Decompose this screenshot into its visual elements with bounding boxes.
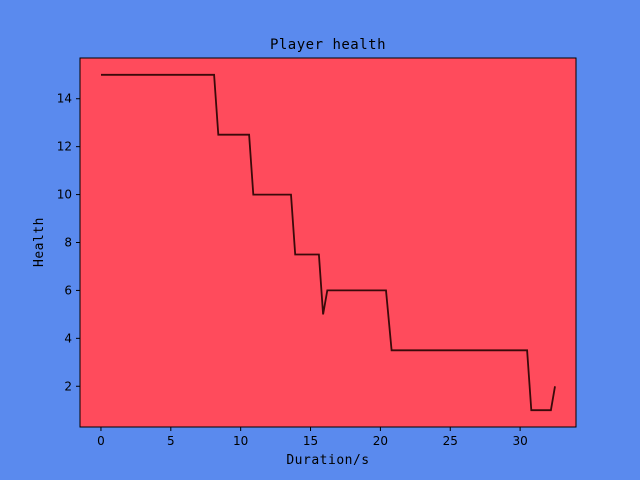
x-tick-label: 5 bbox=[167, 434, 175, 448]
x-tick-label: 20 bbox=[373, 434, 388, 448]
plot-area bbox=[80, 58, 576, 427]
x-tick-label: 25 bbox=[443, 434, 458, 448]
y-tick-label: 4 bbox=[64, 331, 72, 345]
y-tick-label: 10 bbox=[57, 188, 72, 202]
y-tick-label: 2 bbox=[64, 379, 72, 393]
y-axis-label: Health bbox=[32, 217, 47, 267]
chart-title: Player health bbox=[270, 37, 386, 53]
plot-frame bbox=[79, 57, 577, 428]
health-line bbox=[101, 73, 556, 412]
x-tick-label: 30 bbox=[512, 434, 527, 448]
x-tick-label: 15 bbox=[303, 434, 318, 448]
y-tick-label: 8 bbox=[64, 236, 72, 250]
y-tick-label: 14 bbox=[57, 92, 72, 106]
y-tick-label: 12 bbox=[57, 140, 72, 154]
series-layer bbox=[101, 73, 556, 412]
y-tick-label: 6 bbox=[64, 283, 72, 297]
ticks-layer: 0 5 10 15 20 25 30 2 4 6 8 10 12 14 bbox=[57, 92, 528, 448]
x-tick-label: 0 bbox=[97, 434, 105, 448]
x-tick-label: 10 bbox=[233, 434, 248, 448]
x-axis-label: Duration/s bbox=[286, 453, 369, 468]
